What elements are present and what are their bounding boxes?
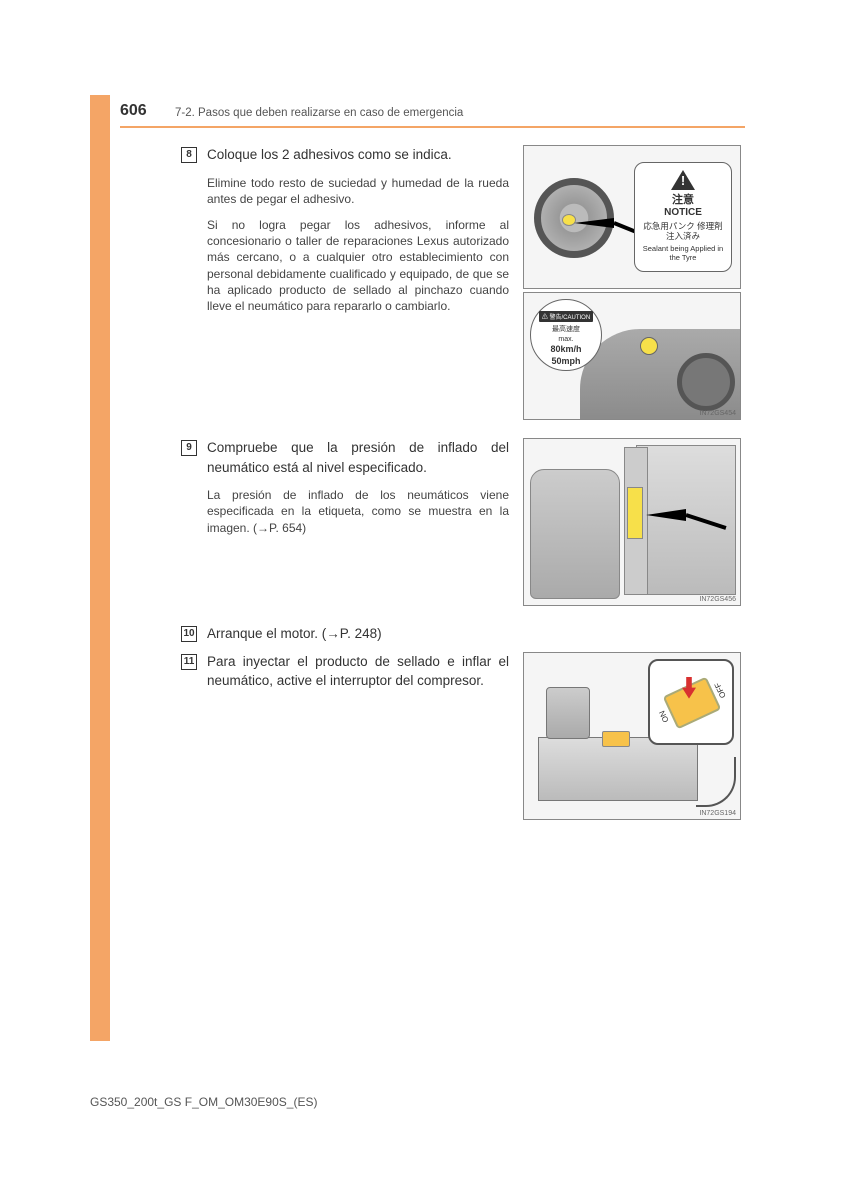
speed-kmh: 80km/h <box>550 344 581 354</box>
step-subtext: La presión de inflado de los neumáticos … <box>207 487 509 536</box>
diagram-code: IN72GS456 <box>699 596 736 603</box>
step-subtext: Si no logra pegar los adhesivos, informe… <box>207 217 509 314</box>
step-text: Coloque los 2 adhesivos como se indica. … <box>207 145 509 420</box>
step-11: 11 Para inyectar el producto de sellado … <box>181 652 741 820</box>
diagram-code: IN72GS454 <box>699 410 736 417</box>
step-number-box: 10 <box>181 626 197 642</box>
diagram-column: IN72GS456 <box>523 438 741 606</box>
notice-jp-body: 応急用パンク 修理剤注入済み <box>640 221 726 241</box>
speed-limit-sticker: ⚠ 警告/CAUTION 最高速度 max. 80km/h 50mph <box>530 299 602 371</box>
caution-header: ⚠ 警告/CAUTION <box>539 311 593 322</box>
footer-document-code: GS350_200t_GS F_OM_OM30E90S_(ES) <box>90 1095 317 1109</box>
step-main-text: Coloque los 2 adhesivos como se indica. <box>207 147 452 162</box>
step-text: Arranque el motor. (→P. 248) <box>207 624 741 644</box>
content-area: 8 Coloque los 2 adhesivos como se indica… <box>181 145 741 838</box>
step-10: 10 Arranque el motor. (→P. 248) <box>181 624 741 644</box>
step-number-box: 8 <box>181 147 197 163</box>
speed-max: max. <box>531 336 601 344</box>
step-text: Compruebe que la presión de inflado del … <box>207 438 509 606</box>
diagram-dashboard-speed: ⚠ 警告/CAUTION 最高速度 max. 80km/h 50mph IN72… <box>523 292 741 420</box>
compressor-switch-inset <box>648 659 734 745</box>
step-subtext: Elimine todo resto de suciedad y humedad… <box>207 175 509 207</box>
diagram-door-pillar: IN72GS456 <box>523 438 741 606</box>
step-number-box: 11 <box>181 654 197 670</box>
step-main-text: Compruebe que la presión de inflado del … <box>207 440 509 475</box>
diagram-column: 注意 NOTICE 応急用パンク 修理剤注入済み Sealant being A… <box>523 145 741 420</box>
notice-sticker: 注意 NOTICE 応急用パンク 修理剤注入済み Sealant being A… <box>634 162 732 272</box>
diagram-tire-notice: 注意 NOTICE 応急用パンク 修理剤注入済み Sealant being A… <box>523 145 741 289</box>
step-number-box: 9 <box>181 440 197 456</box>
side-accent-bar <box>90 95 110 1041</box>
page-number: 606 <box>120 102 147 120</box>
step-8: 8 Coloque los 2 adhesivos como se indica… <box>181 145 741 420</box>
step-text: Para inyectar el producto de sellado e i… <box>207 652 509 820</box>
section-header: 7-2. Pasos que deben realizarse en caso … <box>175 107 463 119</box>
diagram-column: IN72GS194 <box>523 652 741 820</box>
diagram-code: IN72GS194 <box>699 810 736 817</box>
notice-en-body: Sealant being Applied in the Tyre <box>640 244 726 262</box>
diagram-compressor: IN72GS194 <box>523 652 741 820</box>
step-9: 9 Compruebe que la presión de inflado de… <box>181 438 741 606</box>
speed-jp: 最高速度 <box>531 326 601 334</box>
notice-en-title: NOTICE <box>640 207 726 218</box>
speed-mph: 50mph <box>551 356 580 366</box>
header-rule <box>120 126 745 128</box>
warning-triangle-icon <box>671 170 695 190</box>
notice-jp-title: 注意 <box>640 191 726 207</box>
